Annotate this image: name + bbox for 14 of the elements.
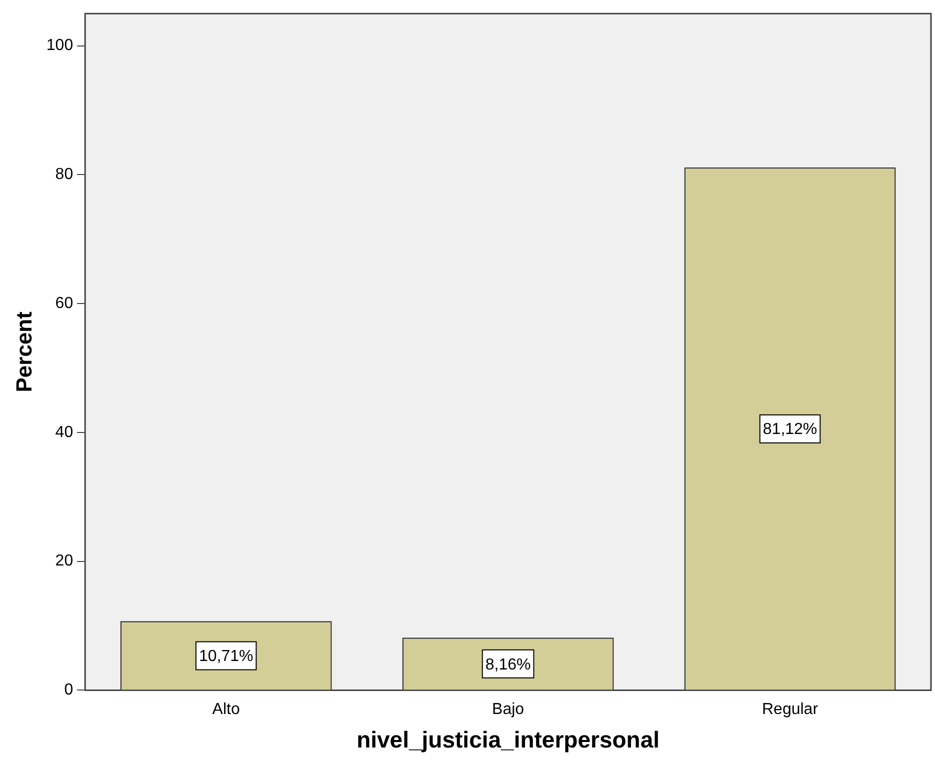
y-tick-label: 40 — [55, 424, 74, 441]
x-tick-label: Regular — [762, 701, 819, 718]
x-tick-label: Bajo — [492, 701, 524, 718]
data-label: 10,71% — [198, 648, 254, 666]
data-label: 81,12% — [762, 421, 818, 438]
data-label: 8,16% — [485, 656, 531, 674]
x-axis-title: nivel_justicia_interpersonal — [356, 726, 660, 753]
y-tick-label: 100 — [46, 37, 74, 54]
y-axis-title: Percent — [11, 310, 36, 392]
y-tick-label: 0 — [64, 682, 74, 699]
y-tick-label: 60 — [55, 294, 74, 312]
y-tick-label: 20 — [55, 552, 74, 570]
x-tick-label: Alto — [212, 701, 240, 718]
y-tick-label: 80 — [55, 166, 74, 184]
